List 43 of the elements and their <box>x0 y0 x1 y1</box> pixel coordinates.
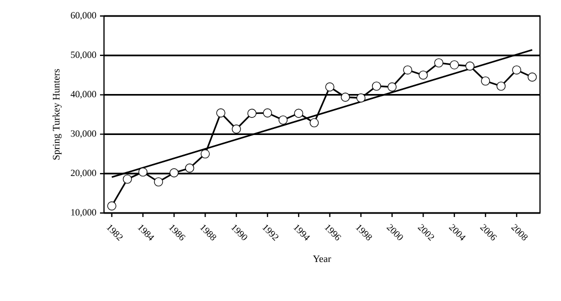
point <box>216 108 226 118</box>
point <box>294 108 304 118</box>
point <box>388 82 397 92</box>
point <box>122 174 132 184</box>
point <box>528 72 537 82</box>
point <box>278 115 288 125</box>
point <box>200 149 210 158</box>
point <box>372 82 382 91</box>
point <box>465 62 474 71</box>
point <box>138 167 148 177</box>
y-axis-title: Spring Turkey Hunters <box>52 69 62 160</box>
point <box>434 58 444 68</box>
point <box>170 168 179 178</box>
x-tick-label: 1988 <box>200 224 216 240</box>
point <box>325 82 334 92</box>
point <box>496 82 506 91</box>
point <box>247 108 256 118</box>
y-tick-label: 10,000 <box>71 209 96 217</box>
y-tick-label: 60,000 <box>70 12 96 20</box>
point <box>512 65 522 75</box>
y-tick-label: 30,000 <box>70 130 96 138</box>
x-tick-label: 1984 <box>138 224 154 241</box>
point <box>185 164 194 173</box>
point <box>356 93 366 102</box>
x-tick-label: 1986 <box>168 224 186 240</box>
point <box>418 70 428 80</box>
point <box>450 60 459 70</box>
x-axis-title: Year <box>312 256 332 262</box>
point <box>340 92 350 102</box>
point <box>403 65 412 75</box>
x-tick-label: 1996 <box>324 224 342 240</box>
y-tick-label: 40,000 <box>70 90 96 99</box>
point <box>480 76 490 86</box>
point <box>310 118 319 128</box>
y-tick-label: 50,000 <box>71 52 96 60</box>
x-tick-label: 1990 <box>231 224 248 240</box>
point <box>107 201 116 210</box>
x-tick-label: 1998 <box>356 224 372 240</box>
point <box>262 108 272 118</box>
y-tick-label: 20,000 <box>70 170 96 178</box>
point <box>154 177 164 186</box>
point <box>232 124 241 134</box>
x-tick-label: 1994 <box>293 224 310 241</box>
